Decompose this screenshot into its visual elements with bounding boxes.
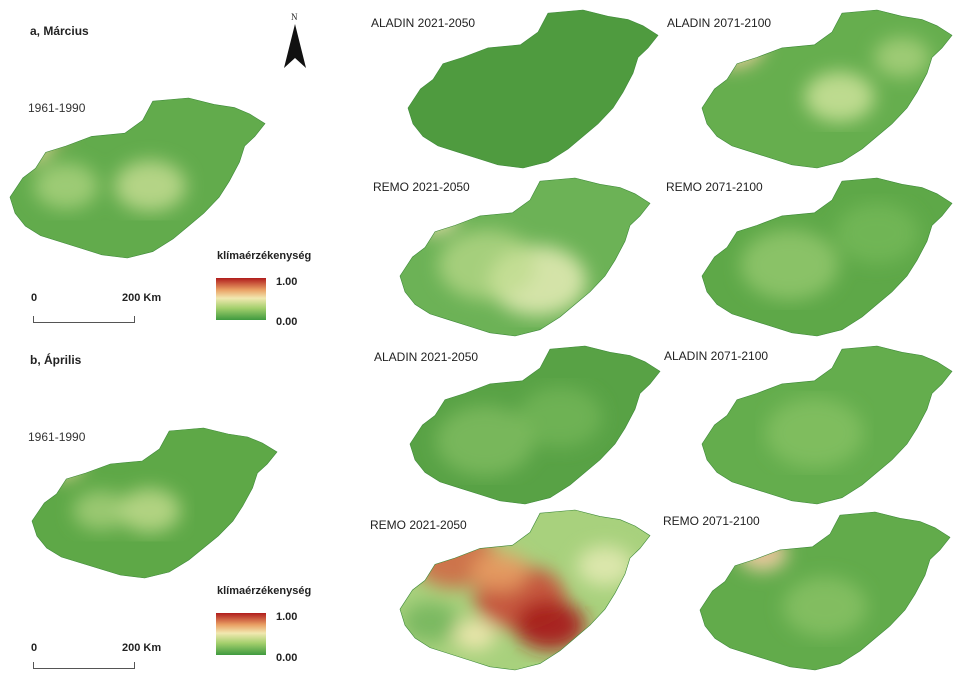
panel-title-march-remo-2021-2050: REMO 2021-2050 [373,180,470,194]
scale-distance-april: 200 Km [122,642,162,654]
panel-title-march-aladin-2071-2100: ALADIN 2071-2100 [667,16,772,30]
legend-max-april: 1.00 [276,611,298,623]
scale-bar-april [33,662,135,669]
map-march-aladin-2071-2100 [701,9,953,169]
map-march-remo-2071-2100 [701,177,953,337]
panel-title-april-remo-2021-2050: REMO 2021-2050 [370,518,467,532]
map-april-remo-2071-2100 [699,511,951,671]
north-label: N [291,12,298,22]
baseline-period-label-april: 1961-1990 [28,430,86,444]
section-label-april: b, Április [30,353,82,367]
panel-title-march-remo-2071-2100: REMO 2071-2100 [666,180,763,194]
map-march-baseline [9,97,266,259]
map-april-aladin-2021-2050 [409,345,661,505]
scale-bar-march [33,316,135,323]
panel-title-april-aladin-2021-2050: ALADIN 2021-2050 [374,350,479,364]
legend-color-ramp-april [216,613,266,655]
panel-title-april-aladin-2071-2100: ALADIN 2071-2100 [664,349,769,363]
scale-distance-march: 200 Km [122,292,162,304]
map-april-baseline [31,427,278,579]
map-april-remo-2021-2050 [399,509,651,671]
legend-max-march: 1.00 [276,276,298,288]
scale-zero-march: 0 [31,292,38,304]
legend-min-march: 0.00 [276,316,298,328]
panel-title-march-aladin-2021-2050: ALADIN 2021-2050 [371,16,476,30]
north-arrow-icon: N [282,12,308,72]
scale-zero-april: 0 [31,642,38,654]
map-april-aladin-2071-2100 [701,345,953,505]
legend-color-ramp-march [216,278,266,320]
baseline-period-label-march: 1961-1990 [28,101,86,115]
legend-title-march: klímaérzékenység [217,250,312,262]
section-label-march: a, Március [30,24,89,38]
legend-min-april: 0.00 [276,652,298,664]
map-march-aladin-2021-2050 [407,9,659,169]
map-march-remo-2021-2050 [399,177,651,337]
legend-title-april: klímaérzékenység [217,585,312,597]
panel-title-april-remo-2071-2100: REMO 2071-2100 [663,514,760,528]
